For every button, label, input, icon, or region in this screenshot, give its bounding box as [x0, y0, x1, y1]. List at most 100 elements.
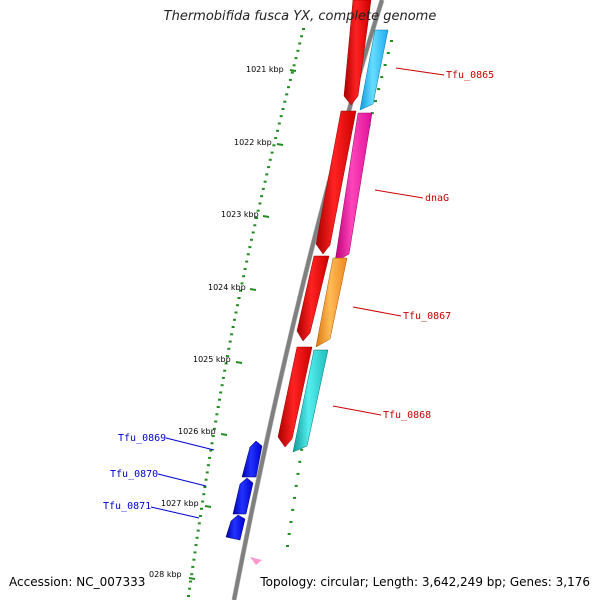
- ruler-dot: [300, 448, 304, 451]
- ruler-dot: [237, 297, 241, 299]
- gene-tfu-0865-feature[interactable]: [359, 29, 389, 111]
- ruler-tick-label: 1022 kbp: [234, 138, 272, 147]
- ruler-dot: [274, 137, 278, 139]
- ruler-dot: [192, 558, 196, 561]
- ruler-dot: [230, 333, 234, 336]
- ruler-dot: [286, 545, 289, 547]
- forward-cds-arrow[interactable]: [296, 255, 330, 342]
- gene-dnag-feature[interactable]: [334, 112, 373, 263]
- ruler-dot: [212, 427, 216, 430]
- ruler-dot: [236, 304, 239, 307]
- ruler-dot: [224, 362, 228, 365]
- ruler-dot: [290, 71, 294, 74]
- ruler-dot: [380, 76, 384, 79]
- ruler-tick-label: 1026 kbp: [178, 427, 216, 436]
- gene-tfu-0869-label[interactable]: Tfu_0869: [118, 433, 166, 444]
- gene-tfu-0868-feature[interactable]: [292, 349, 329, 453]
- ruler-dot: [188, 587, 192, 590]
- feature-marker: [250, 557, 262, 565]
- ruler-dot: [390, 40, 393, 42]
- ruler-dot: [265, 173, 269, 176]
- ruler-dot: [245, 260, 249, 263]
- ruler-dot: [204, 478, 208, 481]
- ruler-dot: [233, 318, 236, 321]
- ruler-dot: [190, 573, 194, 576]
- forward-cds-arrow[interactable]: [343, 0, 372, 106]
- ruler-tick: [220, 433, 228, 436]
- gene-tfu-0871-label[interactable]: Tfu_0871: [103, 501, 151, 512]
- forward-gene-track: [292, 29, 389, 453]
- map-title: Thermobifida fusca YX, complete genome: [163, 9, 437, 24]
- gene-tfu-0870-leader: [157, 473, 207, 487]
- ruler-dot: [203, 486, 207, 488]
- ruler-tick-label: 1027 kbp: [161, 499, 199, 508]
- ruler-dot: [196, 529, 200, 532]
- ruler-dot: [383, 64, 387, 66]
- topology-text: Topology: circular; Length: 3,642,249 bp…: [256, 575, 590, 589]
- ruler-dot: [268, 158, 272, 161]
- ruler-tick: [262, 215, 270, 218]
- ruler-dot: [281, 108, 285, 110]
- ruler-tick-label: 1021 kbp: [246, 65, 284, 74]
- ruler-dot: [194, 544, 198, 547]
- ruler-dot: [200, 507, 203, 510]
- ruler-dot: [197, 522, 201, 525]
- forward-cds-arrow[interactable]: [277, 346, 313, 448]
- ruler-dot: [374, 100, 377, 103]
- ruler-dot: [216, 406, 220, 408]
- ruler-dot: [298, 42, 302, 45]
- ruler-dot: [227, 347, 231, 350]
- gene-dnag-label[interactable]: dnaG: [425, 193, 449, 204]
- ruler-dot: [291, 508, 295, 511]
- gene-tfu-0867-label[interactable]: Tfu_0867: [403, 311, 451, 322]
- ruler-dot: [300, 35, 304, 38]
- gene-tfu-0865-label[interactable]: Tfu_0865: [446, 70, 494, 81]
- ruler-dot: [256, 209, 260, 212]
- ruler-dot: [285, 93, 289, 96]
- ruler-dot: [270, 151, 274, 154]
- ruler-dot: [292, 64, 296, 67]
- ruler-dot: [228, 340, 232, 343]
- ruler-dot: [253, 224, 257, 227]
- ruler-dot: [187, 595, 190, 597]
- ruler-dot: [206, 464, 210, 467]
- forward-cds-arrow[interactable]: [315, 110, 357, 255]
- ruler-dot: [377, 88, 381, 91]
- ruler-dot: [277, 122, 281, 125]
- ruler-dot: [231, 326, 235, 328]
- ruler-tick-label: 1023 kbp: [221, 210, 259, 219]
- accession-text: Accession: NC_007333: [9, 575, 150, 589]
- ruler-tick: [204, 505, 212, 508]
- reverse-gene-labels: Tfu_0869 Tfu_0870 Tfu_0871: [103, 433, 215, 519]
- ruler-dot: [208, 456, 212, 459]
- ruler-tick-label: 1025 kbp: [193, 355, 231, 364]
- reverse-cds-arrow[interactable]: [225, 514, 246, 541]
- gene-tfu-0869-leader: [165, 437, 215, 451]
- ruler-dot: [239, 289, 242, 292]
- ruler-dot: [289, 521, 293, 523]
- ruler-dot: [191, 565, 195, 568]
- gene-tfu-0871-leader: [150, 506, 200, 519]
- ruler-tick-label: 1024 kbp: [208, 283, 246, 292]
- reverse-cds-arrow[interactable]: [241, 440, 263, 478]
- ruler-dot: [221, 376, 225, 379]
- ruler-dot: [288, 78, 292, 81]
- reverse-cds-arrow[interactable]: [232, 477, 254, 515]
- ruler-dot: [283, 100, 287, 103]
- ruler-tick-label: 028 kbp: [149, 570, 182, 579]
- ruler-dot: [202, 493, 206, 496]
- ruler-dot: [251, 231, 255, 234]
- ruler-tick: [188, 577, 196, 580]
- ruler-ticks: 1021 kbp 1022 kbp 1023 kbp 1024 kbp 1025…: [149, 65, 297, 580]
- gene-dnag-leader: [374, 189, 424, 199]
- ruler-dot: [287, 533, 291, 535]
- ruler-dot: [201, 500, 205, 503]
- gene-tfu-0868-label[interactable]: Tfu_0868: [383, 410, 431, 421]
- ruler-dot: [250, 238, 253, 241]
- gene-tfu-0870-label[interactable]: Tfu_0870: [110, 469, 158, 480]
- gene-tfu-0867-feature[interactable]: [315, 257, 348, 348]
- ruler-dot: [248, 246, 252, 249]
- ruler-dot: [240, 282, 244, 285]
- ruler-dot: [211, 435, 215, 438]
- ruler-dot: [242, 275, 246, 278]
